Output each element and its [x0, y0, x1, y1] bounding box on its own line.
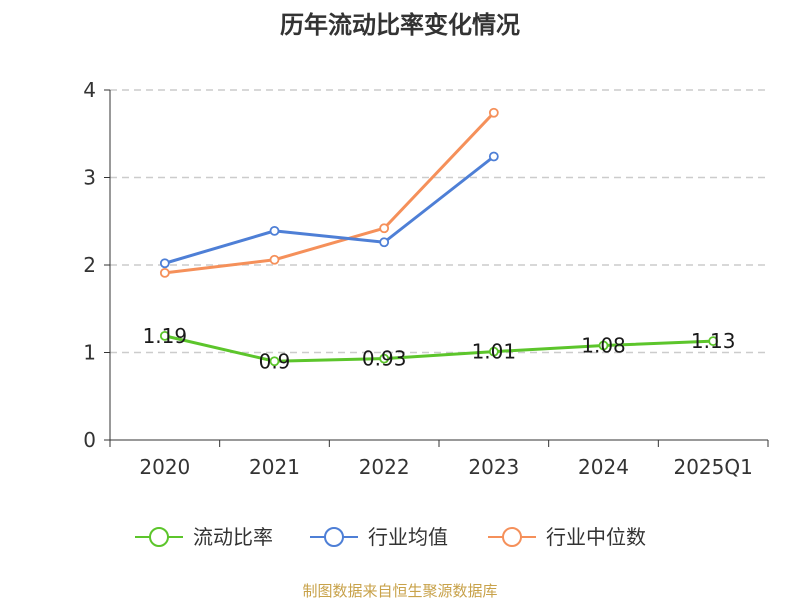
- series-0-point-3: [488, 346, 499, 357]
- legend-label-0: 流动比率: [193, 525, 273, 549]
- legend-marker-0: [149, 527, 169, 547]
- x-tick-label-0: 2020: [139, 455, 190, 479]
- y-tick-label-3: 3: [83, 166, 96, 190]
- series-2-point-3: [488, 107, 499, 118]
- y-tick-label-0: 0: [83, 428, 96, 452]
- series-line-1: [164, 155, 495, 265]
- series-2-point-2: [379, 223, 390, 234]
- y-tick-label-2: 2: [83, 253, 96, 277]
- series-0-point-2: [379, 353, 390, 364]
- axes: 0 1 2 3 4 2020 2021 2022 2023 2024 2025Q1: [83, 78, 769, 479]
- data-label-5: 1.13: [691, 329, 736, 353]
- x-tick-label-2: 2022: [359, 455, 410, 479]
- series-2-point-0: [159, 267, 170, 278]
- data-label-0: 1.19: [143, 324, 188, 348]
- x-tick-label-5: 2025Q1: [673, 455, 752, 479]
- x-tick-label-4: 2024: [578, 455, 629, 479]
- series-layer: [159, 107, 719, 367]
- series-0-point-4: [598, 340, 609, 351]
- legend-item-0[interactable]: 流动比率: [135, 525, 273, 549]
- series-0-point-5: [708, 336, 719, 347]
- legend-marker-2: [502, 527, 522, 547]
- chart-title: 历年流动比率变化情况: [280, 11, 520, 39]
- series-0-point-0: [159, 330, 170, 341]
- series-1-point-3: [488, 151, 499, 162]
- x-tick-label-3: 2023: [468, 455, 519, 479]
- legend-marker-1: [324, 527, 344, 547]
- series-line-2: [164, 111, 495, 275]
- data-labels: 1.19 0.9 0.93 1.01 1.08 1.13: [143, 324, 736, 373]
- legend[interactable]: 流动比率 行业均值 行业中位数: [135, 525, 646, 549]
- legend-label-2: 行业中位数: [546, 525, 646, 549]
- legend-item-2[interactable]: 行业中位数: [488, 525, 646, 549]
- data-label-2: 0.93: [362, 347, 407, 371]
- series-1-point-2: [379, 237, 390, 248]
- x-tick-label-1: 2021: [249, 455, 300, 479]
- series-2-point-1: [269, 254, 280, 265]
- series-1-point-1: [269, 225, 280, 236]
- series-line-0: [164, 334, 714, 363]
- legend-item-1[interactable]: 行业均值: [310, 525, 448, 549]
- legend-label-1: 行业均值: [368, 525, 448, 549]
- source-note: 制图数据来自恒生聚源数据库: [302, 582, 497, 600]
- y-tick-label-4: 4: [83, 78, 96, 102]
- series-1-point-0: [159, 258, 170, 269]
- y-tick-label-1: 1: [83, 341, 96, 365]
- series-0-point-1: [269, 356, 280, 367]
- data-label-4: 1.08: [581, 334, 626, 358]
- data-label-3: 1.01: [472, 340, 517, 364]
- gridlines: [110, 89, 768, 354]
- data-label-1: 0.9: [259, 349, 291, 373]
